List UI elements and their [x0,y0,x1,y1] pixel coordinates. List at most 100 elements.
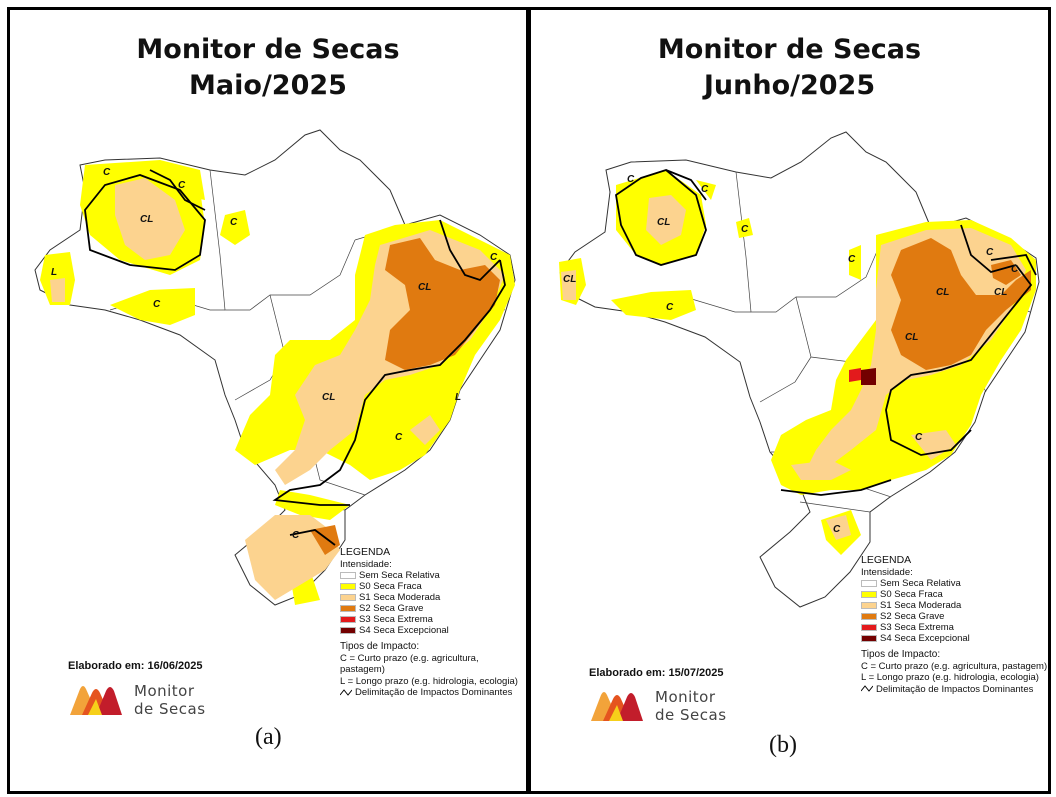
title-line-1: Monitor de Secas [136,34,400,65]
legend: LEGENDA Intensidade: Sem Seca Relativa S0… [340,546,526,699]
brand-line-1: Monitor [134,682,195,700]
s4-regions [861,368,876,385]
legend-item: S4 Seca Excepcional [861,633,1047,644]
legend-item-label: S3 Seca Extrema [880,621,954,633]
legend-item-label: S1 Seca Moderada [359,591,441,603]
legend-item: S1 Seca Moderada [861,600,1047,611]
monitor-de-secas-logo-icon [70,686,122,715]
legend-impact-short: C = Curto prazo (e.g. agricultura, pasta… [861,660,1048,672]
legend-item: Sem Seca Relativa [861,578,1047,589]
legend-delimitation: Delimitação de Impactos Dominantes [861,684,1047,696]
legend-items: Sem Seca Relativa S0 Seca Fraca S1 Seca Mo… [861,578,1047,644]
drought-map-junho: C C CL C C CL C C CL CL C CL C C [559,131,1040,608]
legend-impact-short: C = Curto prazo (e.g. agricultura, pasta… [340,652,479,676]
title-line-1: Monitor de Secas [657,34,922,65]
legend-item-label: Sem Seca Relativa [359,569,440,581]
legend-item-label: S2 Seca Grave [359,602,424,614]
legend-item: S0 Seca Fraca [340,581,526,592]
map-label: CL [418,282,431,293]
panel-caption: (a) [255,724,282,750]
legend-delimitation-label: Delimitação de Impactos Dominantes [876,683,1034,695]
legend-item-label: S0 Seca Fraca [880,588,943,600]
map-label: C [103,167,111,178]
map-label: C [741,224,749,235]
brand-line-2: de Secas [655,706,727,724]
legend-title: LEGENDA [340,546,391,558]
brand-line-2: de Secas [134,700,206,718]
title-line-2: Maio/2025 [189,70,347,101]
map-label: C [833,524,841,535]
legend-item-label: S0 Seca Fraca [359,580,422,592]
map-label: L [51,267,57,278]
brand-line-1: Monitor [655,688,716,706]
legend-intensity-heading: Intensidade: [340,558,392,570]
legend-item: S2 Seca Grave [861,611,1047,622]
legend-impact-heading: Tipos de Impacto: [340,641,420,652]
map-label: C [1011,264,1019,275]
legend-impact-heading: Tipos de Impacto: [861,649,941,660]
legend-item-label: S3 Seca Extrema [359,613,433,625]
map-label: C [292,530,300,541]
map-label: L [455,392,461,403]
legend: LEGENDA Intensidade: Sem Seca Relativa S0… [861,554,1048,696]
legend-swatch [340,572,356,579]
map-label: C [915,432,923,443]
map-label: C [490,252,498,263]
map-title: Monitor de Secas Junho/2025 [531,32,1048,104]
legend-swatch [340,627,356,634]
legend-swatch [861,602,877,609]
map-panel-maio: Monitor de Secas Maio/2025 [7,7,529,794]
map-label: CL [140,214,153,225]
legend-swatch [861,635,877,642]
legend-items: Sem Seca Relativa S0 Seca Fraca S1 Seca Mo… [340,570,526,636]
map-label: C [178,180,186,191]
map-label: C [395,432,403,443]
map-label: CL [936,287,949,298]
map-label: C [666,302,674,313]
region-labels: C C CL C C CL C C CL CL C CL C C [563,174,1019,535]
title-line-2: Junho/2025 [703,70,876,101]
legend-delimitation: Delimitação de Impactos Dominantes [340,687,526,699]
delimitation-line-icon [861,685,873,693]
impact-delimitation-lines [84,169,506,546]
legend-swatch [340,583,356,590]
map-label: CL [563,274,576,285]
map-title: Monitor de Secas Maio/2025 [10,32,526,104]
map-label: CL [657,217,670,228]
map-label: C [848,254,856,265]
legend-item: Sem Seca Relativa [340,570,526,581]
legend-swatch [340,616,356,623]
map-label: CL [994,287,1007,298]
legend-item: S1 Seca Moderada [340,592,526,603]
legend-item: S0 Seca Fraca [861,589,1047,600]
legend-swatch [340,594,356,601]
legend-intensity-heading: Intensidade: [861,566,913,578]
map-label: C [153,299,161,310]
map-label: C [627,174,635,185]
legend-swatch [340,605,356,612]
brand-logo: Monitor de Secas [589,688,727,724]
legend-item-label: Sem Seca Relativa [880,577,961,589]
map-label: C [230,217,238,228]
legend-swatch [861,591,877,598]
map-label: CL [322,392,335,403]
legend-item: S3 Seca Extrema [861,622,1047,633]
legend-impact-long: L = Longo prazo (e.g. hidrologia, ecolog… [340,675,518,687]
s3-regions [849,368,861,382]
legend-swatch [861,580,877,587]
legend-delimitation-label: Delimitação de Impactos Dominantes [355,687,513,698]
region-labels: C C CL C L C CL C CL C L C [51,167,498,541]
legend-item-label: S4 Seca Excepcional [359,624,449,636]
legend-swatch [861,613,877,620]
elaborated-date: Elaborado em: 15/07/2025 [589,667,724,679]
elaborated-date: Elaborado em: 16/06/2025 [68,660,203,672]
legend-item-label: S1 Seca Moderada [880,599,962,611]
delimitation-line-icon [340,688,352,696]
legend-title: LEGENDA [861,554,912,566]
brand-logo: Monitor de Secas [68,682,206,718]
map-label: CL [905,332,918,343]
legend-impact-long: L = Longo prazo (e.g. hidrologia, ecolog… [861,672,1039,683]
legend-swatch [861,624,877,631]
legend-item: S2 Seca Grave [340,603,526,614]
drought-map-maio: C C CL C L C CL C CL C L C [34,129,516,606]
